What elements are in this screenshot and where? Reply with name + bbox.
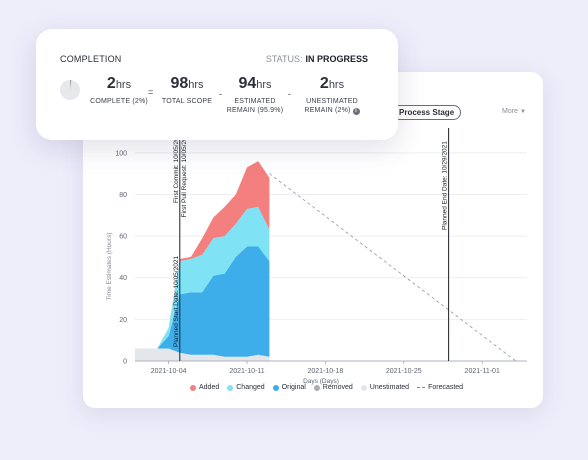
complete-unit: hrs [115,79,132,91]
more-label: More [502,108,518,115]
legend-item-original[interactable]: Original [272,384,306,391]
y-tick-label: 20 [119,317,127,324]
estimated-remain-unit: hrs [256,79,272,91]
y-tick-label: 60 [119,234,127,241]
status-label: STATUS: [265,54,303,64]
estimated-remain-value: 94 [238,75,257,92]
x-axis-label: Days (Days) [303,378,339,385]
legend-label-removed: Removed [322,384,353,391]
unestimated-remain-value: 2 [319,75,329,92]
metric-unestimated-remain: 2hrs UNESTIMATED REMAIN (2%) i [298,75,366,115]
metric-complete: 2hrs COMPLETE (2%) [90,75,148,106]
total-scope-unit: hrs [188,79,204,91]
y-tick-label: 80 [119,192,127,199]
legend-dot-original [272,384,279,391]
legend-dash-forecasted [417,387,426,388]
legend-label-forecasted: Forecasted [428,384,464,391]
progress-pie-slice [70,80,72,90]
legend-item-forecasted[interactable]: Forecasted [417,384,463,391]
legend-item-added[interactable]: Added [190,384,219,391]
minus-operator-1: - [219,89,222,99]
y-axis-label: Time Estimates (Hours) [106,232,113,300]
info-icon[interactable]: i [352,108,360,115]
x-tick-label: 2021-11-01 [465,368,500,375]
annotation-label: First Pull Request: 10/05/2021 [181,130,188,218]
y-tick-label: 0 [123,359,127,366]
legend-label-unestimated: Unestimated [369,384,410,391]
process-stage-button[interactable]: Process Stage [392,105,462,120]
total-scope-value: 98 [170,75,189,92]
y-tick-label: 40 [119,275,127,282]
metric-estimated-remain: 94hrs ESTIMATED REMAIN (95.9%) [223,75,287,115]
estimated-remain-label-2: REMAIN (95.9%) [226,107,284,114]
complete-label: COMPLETE (2%) [90,98,148,105]
legend-dot-unestimated [360,384,367,391]
legend-label-changed: Changed [236,384,265,391]
completion-title: COMPLETION [60,54,122,64]
completion-card: COMPLETION STATUS: IN PROGRESS 2hrs COMPL… [36,29,398,140]
estimated-remain-label-1: ESTIMATED [234,98,276,105]
legend-dot-changed [227,384,234,391]
x-tick-label: 2021-10-04 [151,368,187,375]
legend-item-removed[interactable]: Removed [313,384,353,391]
unestimated-remain-label-2: REMAIN (2%) [304,107,351,114]
minus-operator-2: - [288,89,291,99]
legend-item-unestimated[interactable]: Unestimated [360,384,410,391]
unestimated-remain-unit: hrs [328,79,345,91]
more-menu-button[interactable]: More ▼ [502,108,526,115]
forecast-line [269,173,517,362]
legend-dot-added [190,384,196,391]
legend-label-original: Original [281,384,306,391]
complete-value: 2 [106,75,116,92]
legend-dot-removed [313,384,320,391]
annotation-label: Planned Start Date: 10/05/2021 [173,256,180,347]
unestimated-remain-label-1: UNESTIMATED [306,98,358,105]
metric-total-scope: 98hrs TOTAL SCOPE [159,75,215,106]
chart-legend: Added Changed Original Removed Unestimat… [190,384,463,391]
series-area-unestimated [135,348,270,361]
burnup-chart: 0 20 40 60 80 100 2021-10-04 2021-10-11 2021-10-… [106,128,527,385]
status-value: IN PROGRESS [305,54,368,64]
series-area-original [135,246,270,357]
total-scope-label: TOTAL SCOPE [161,98,213,105]
x-tick-label: 2021-10-18 [307,368,343,375]
legend-label-added: Added [199,384,220,391]
series-area-changed [135,206,270,349]
y-tick-label: 100 [115,150,127,157]
x-tick-label: 2021-10-11 [229,368,264,375]
status-indicator: STATUS: IN PROGRESS [266,54,368,64]
chevron-down-icon: ▼ [519,109,526,115]
equals-operator: = [148,87,154,97]
x-tick-label: 2021-10-25 [386,368,422,375]
progress-pie-icon [60,80,80,100]
series-area-added [135,161,270,349]
legend-item-changed[interactable]: Changed [227,384,265,391]
annotation-label: Planned End Date: 10/29/2021 [442,141,449,230]
annotation-label: First Commit: 10/05/2021 [173,130,180,203]
